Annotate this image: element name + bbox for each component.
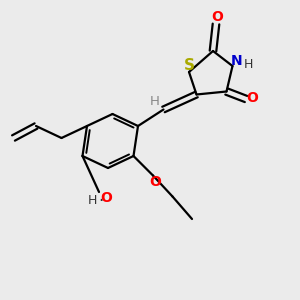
- Text: O: O: [247, 91, 259, 105]
- Text: H: H: [88, 194, 97, 208]
- Text: N: N: [230, 54, 242, 68]
- Text: O: O: [100, 191, 112, 205]
- Text: O: O: [211, 11, 223, 24]
- Text: H: H: [243, 58, 253, 71]
- Text: S: S: [184, 58, 194, 73]
- Text: ·: ·: [98, 192, 103, 210]
- Text: H: H: [150, 94, 159, 108]
- Text: O: O: [149, 175, 161, 189]
